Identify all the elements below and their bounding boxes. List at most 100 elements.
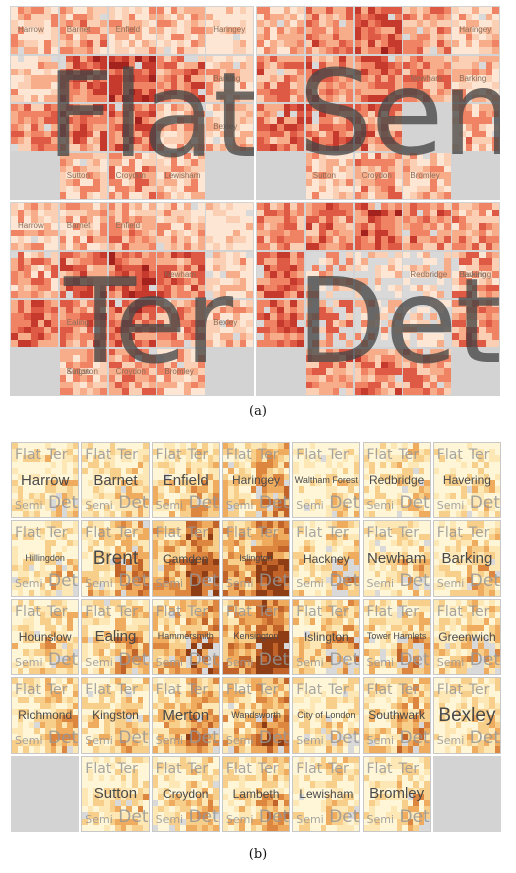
sublabel-semi: Semi <box>225 812 254 826</box>
quadrant-borough-label: Newham <box>164 269 196 279</box>
sublabel-det: Det <box>399 728 430 749</box>
quadrant-borough-label: Barking <box>213 73 241 83</box>
sublabel-semi: Semi <box>155 655 184 669</box>
borough-name: Lewisham <box>299 786 354 801</box>
sublabel-det: Det <box>469 728 501 749</box>
sublabel-semi: Semi <box>296 655 324 669</box>
sublabel-flat: Flat <box>15 447 42 463</box>
sublabel-flat: Flat <box>436 603 463 620</box>
sublabel-semi: Semi <box>225 577 254 591</box>
sublabel-flat: Flat <box>85 525 112 542</box>
borough-name: Redbridge <box>368 473 425 488</box>
sublabel-semi: Semi <box>225 655 254 669</box>
sublabel-flat: Flat <box>155 603 182 620</box>
caption-b: (b) <box>248 847 268 862</box>
borough-cell: Flat Ter Semi Det Sutton <box>81 755 150 832</box>
sublabel-det: Det <box>329 806 360 827</box>
sublabel-ter: Ter <box>117 603 138 620</box>
borough-name: Croydon <box>163 786 209 801</box>
borough-cell: Flat Ter Semi Det Ealing <box>81 598 150 676</box>
quadrant-borough-label: Barking <box>459 269 487 279</box>
sublabel-flat: Flat <box>225 603 252 620</box>
sublabel-det: Det <box>399 806 430 827</box>
panel-a-treemap: Harrow Barnet Enfield Haringey Brent Barking B… <box>10 6 502 398</box>
borough-cell: Flat Ter Semi Det Richmond <box>11 677 80 754</box>
quadrant-borough-label: Croydon <box>115 366 146 376</box>
panel-b-treemap: Flat Ter Semi Det Harrow Flat Ter Semi Det Barnet… <box>10 441 502 833</box>
sublabel-ter: Ter <box>398 682 420 699</box>
borough-cell: Flat Ter Semi Det Redbridge <box>362 442 431 519</box>
quadrant-semi: Haringey Newham Barking Bromley Sutton Croydo… <box>256 6 500 200</box>
quadrant-borough-label: Bromley <box>410 170 440 180</box>
sublabel-ter: Ter <box>398 525 420 542</box>
sublabel-det: Det <box>329 728 360 749</box>
sublabel-flat: Flat <box>366 760 393 777</box>
quadrant-borough-label: Redbridge <box>410 269 448 279</box>
sublabel-flat: Flat <box>155 447 182 463</box>
borough-name: Hounslow <box>18 629 72 644</box>
quadrant-borough-label: Croydon <box>361 170 392 180</box>
quadrant-borough-label: Haringey <box>459 25 492 35</box>
sublabel-ter: Ter <box>187 447 209 463</box>
borough-name: Tower Hamlets <box>366 631 427 642</box>
sublabel-flat: Flat <box>366 447 393 463</box>
sublabel-ter: Ter <box>257 603 279 620</box>
quadrant-borough-label: Enfield <box>115 25 141 35</box>
borough-cell: Flat Ter Semi Det Bexley <box>432 677 502 754</box>
sublabel-flat: Flat <box>15 525 42 542</box>
sublabel-flat: Flat <box>85 682 112 699</box>
borough-cell: Flat Ter Semi Det Hackney <box>292 520 361 597</box>
sublabel-ter: Ter <box>117 682 138 699</box>
borough-name: Merton <box>162 706 210 724</box>
sublabel-semi: Semi <box>85 499 113 512</box>
borough-name: Richmond <box>18 708 73 723</box>
sublabel-ter: Ter <box>398 603 420 620</box>
borough-name: City of London <box>297 709 356 720</box>
borough-cell: Flat Ter Semi Det Southwark <box>362 677 431 754</box>
quadrant-borough-label: Kingston <box>66 366 98 376</box>
borough-cell: Flat Ter Semi Det Barking <box>432 520 502 597</box>
borough-cell: Flat Ter Semi Det Hillingdon <box>11 520 80 597</box>
borough-name: Kingston <box>92 708 139 723</box>
sublabel-det: Det <box>399 493 430 513</box>
sublabel-flat: Flat <box>296 603 323 620</box>
quadrant-borough-label: Bromley <box>164 366 194 376</box>
quadrant-ter: Harrow Barnet Enfield Newham Ealing Kingston B… <box>10 202 254 396</box>
sublabel-ter: Ter <box>468 682 490 699</box>
sublabel-ter: Ter <box>328 682 349 699</box>
sublabel-det: Det <box>48 571 79 592</box>
sublabel-semi: Semi <box>85 812 113 826</box>
sublabel-ter: Ter <box>257 760 279 777</box>
quadrant-borough-label: Havering <box>459 269 492 279</box>
sublabel-ter: Ter <box>398 447 420 463</box>
sublabel-ter: Ter <box>468 447 490 463</box>
borough-cell: Flat Ter Semi Det Lewisham <box>292 755 361 832</box>
borough-cell: Flat Ter Semi Det Newham <box>362 520 431 597</box>
sublabel-flat: Flat <box>15 603 42 620</box>
sublabel-flat: Flat <box>225 682 252 699</box>
sublabel-flat: Flat <box>366 603 393 620</box>
borough-cell: Flat Ter Semi Det Haringey <box>221 442 291 519</box>
borough-name: Enfield <box>162 471 209 489</box>
sublabel-ter: Ter <box>117 447 138 463</box>
sublabel-semi: Semi <box>155 577 184 591</box>
sublabel-ter: Ter <box>468 603 490 620</box>
sublabel-flat: Flat <box>225 760 252 777</box>
sublabel-ter: Ter <box>47 447 68 463</box>
sublabel-semi: Semi <box>436 499 465 512</box>
borough-cell: Flat Ter Semi Det Tower Hamlets <box>362 598 431 676</box>
sublabel-ter: Ter <box>47 603 68 620</box>
sublabel-ter: Ter <box>257 525 279 542</box>
sublabel-semi: Semi <box>225 499 254 512</box>
borough-cell: Flat Ter Semi Det Havering <box>432 442 502 519</box>
sublabel-semi: Semi <box>296 734 324 748</box>
sublabel-flat: Flat <box>155 525 182 542</box>
quadrant-borough-label: Harrow <box>18 221 44 231</box>
borough-cell: Flat Ter Semi Det Barnet <box>81 442 150 519</box>
sublabel-semi: Semi <box>155 734 184 748</box>
borough-name: Newham <box>367 550 427 568</box>
sublabel-det: Det <box>188 806 219 827</box>
borough-cell: Flat Ter Semi Det Kingston <box>81 677 150 754</box>
empty-cell <box>11 755 80 832</box>
borough-name: Ealing <box>94 628 137 646</box>
